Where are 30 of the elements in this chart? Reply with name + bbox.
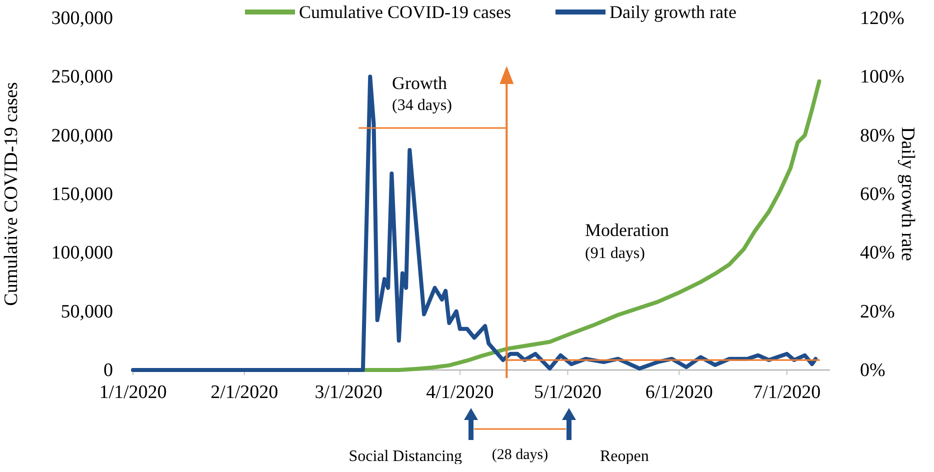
x-tick-label: 2/1/2020 bbox=[210, 382, 278, 403]
x-tick-label: 6/1/2020 bbox=[645, 382, 713, 403]
annotation: (34 days) bbox=[392, 97, 452, 114]
x-tick-label: 7/1/2020 bbox=[753, 382, 821, 403]
y2-tick-label: 40% bbox=[860, 242, 895, 264]
y-tick-label: 0 bbox=[104, 360, 113, 381]
y2-tick-label: 0% bbox=[860, 360, 886, 381]
y-axis-title: Cumulative COVID-19 cases bbox=[1, 82, 22, 306]
legend-label: Daily growth rate bbox=[610, 2, 736, 22]
text: (28 days) bbox=[492, 447, 548, 463]
x-tick-label: 3/1/2020 bbox=[314, 382, 382, 403]
legend-label: Cumulative COVID-19 cases bbox=[299, 2, 511, 22]
y-tick-label: 250,000 bbox=[51, 66, 113, 88]
x-tick-label: 5/1/2020 bbox=[534, 382, 602, 403]
y2-tick-label: 120% bbox=[860, 8, 904, 29]
y-tick-label: 100,000 bbox=[51, 242, 113, 264]
annotation: (91 days) bbox=[585, 245, 645, 262]
y2-tick-label: 100% bbox=[860, 66, 904, 88]
annotation: Growth bbox=[392, 73, 447, 93]
annotation: Moderation bbox=[585, 220, 669, 240]
y2-tick-label: 20% bbox=[860, 301, 895, 322]
x-tick-label: 4/1/2020 bbox=[426, 382, 494, 403]
y2-tick-label: 60% bbox=[860, 184, 895, 205]
y-tick-label: 150,000 bbox=[51, 184, 113, 205]
y-tick-label: 50,000 bbox=[60, 301, 113, 322]
y-tick-label: 200,000 bbox=[51, 125, 113, 146]
y2-tick-label: 80% bbox=[860, 125, 895, 146]
y2-axis-title: Daily growth rate bbox=[897, 126, 918, 262]
y-tick-label: 300,000 bbox=[51, 8, 113, 29]
x-tick-label: 1/1/2020 bbox=[99, 382, 167, 403]
